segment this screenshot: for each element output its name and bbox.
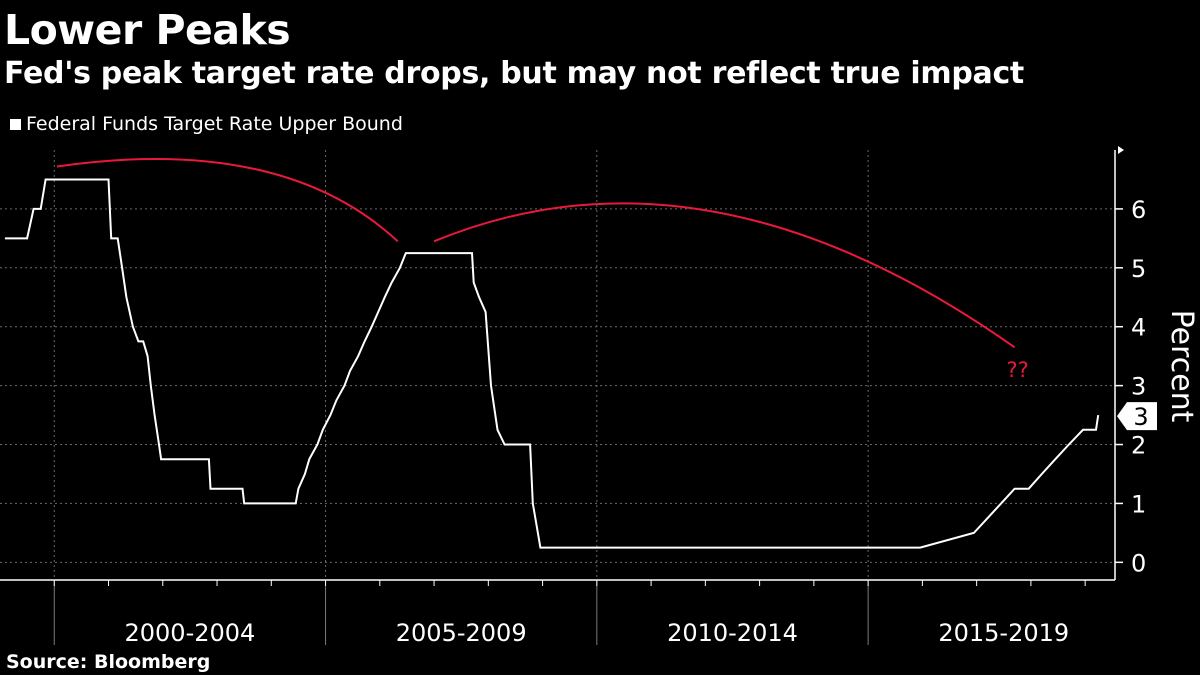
series-line (4, 178, 1100, 549)
peak-arcs: ?? (56, 158, 1029, 382)
peak-arc-2 (433, 202, 1016, 349)
x-axis: 2000-2004 2005-2009 2010-2014 2015-2019 (0, 579, 1115, 647)
y-tick-label: 6 (1131, 196, 1146, 224)
y-axis-arrow (1118, 146, 1124, 154)
peak-arc-1 (56, 158, 399, 243)
grid-lines (0, 150, 1115, 580)
chart-subtitle: Fed's peak target rate drops, but may no… (4, 56, 1024, 91)
y-tick-label: 3 (1131, 373, 1146, 401)
y-tick-label: 2 (1131, 432, 1146, 460)
y-tick-label: 5 (1131, 255, 1146, 283)
legend-swatch (10, 118, 21, 130)
y-tick-label: 0 (1131, 549, 1146, 577)
source-note: Source: Bloomberg (6, 651, 211, 673)
series-group: 3 (4, 178, 1157, 549)
x-group-label: 2005-2009 (396, 619, 527, 647)
last-value-tag (1117, 402, 1157, 431)
x-group-label: 2000-2004 (124, 619, 255, 647)
legend-label: Federal Funds Target Rate Upper Bound (26, 113, 403, 135)
chart-title: Lower Peaks (4, 6, 291, 54)
y-tick-label: 1 (1131, 490, 1146, 518)
legend: Federal Funds Target Rate Upper Bound (10, 112, 403, 136)
x-group-label: 2010-2014 (667, 619, 798, 647)
y-axis-title: Percent (1164, 310, 1199, 423)
annotation-text: ?? (1006, 358, 1028, 382)
x-group-label: 2015-2019 (938, 619, 1069, 647)
last-value-label: 3 (1133, 403, 1148, 431)
y-tick-label: 4 (1131, 314, 1146, 342)
